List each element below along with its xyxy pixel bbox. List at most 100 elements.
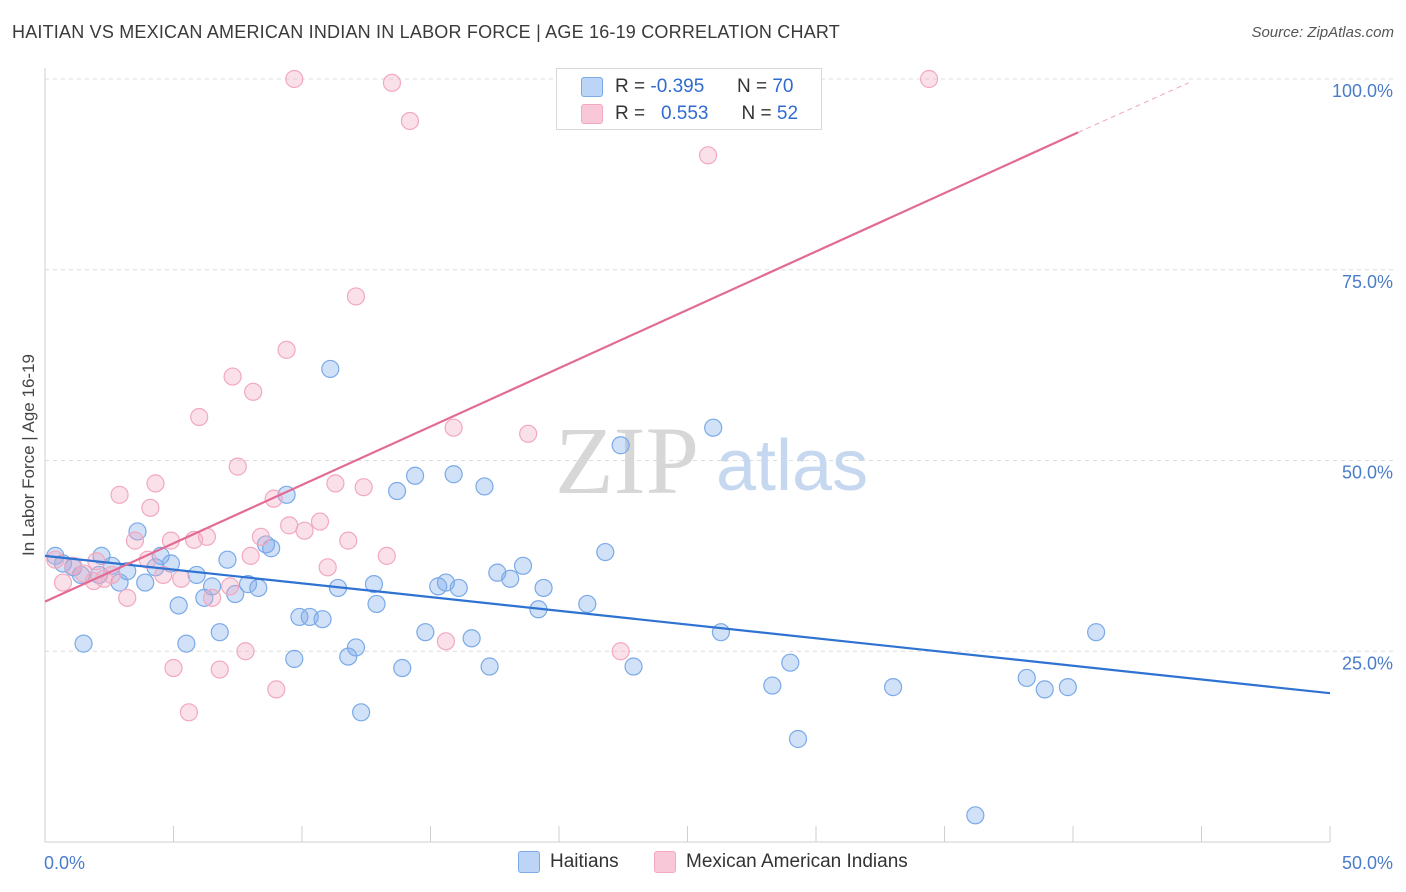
series-haitians xyxy=(46,359,1106,825)
legend-n-value: 52 xyxy=(776,103,799,124)
data-point xyxy=(280,516,299,535)
data-point xyxy=(883,678,903,697)
legend-swatch-haitians xyxy=(581,77,603,97)
data-point xyxy=(110,485,129,504)
data-point xyxy=(285,69,304,89)
data-point xyxy=(223,367,242,386)
data-point xyxy=(190,407,209,427)
data-point xyxy=(244,382,263,401)
y-tick-label: 100.0% xyxy=(1332,81,1393,101)
watermark-atlas: atlas xyxy=(716,426,868,506)
stats-legend: R = -0.395 N = 70 R = 0.553 N = 52 xyxy=(556,68,822,130)
data-point xyxy=(187,565,206,585)
data-point xyxy=(698,146,718,165)
data-point xyxy=(125,531,145,550)
x-ticks xyxy=(44,826,1331,842)
data-point xyxy=(74,634,93,653)
legend-swatch-mexican-american-indians xyxy=(581,104,603,124)
legend-n-label: N = xyxy=(736,76,768,97)
data-point xyxy=(64,556,83,575)
legend-r-label: R = xyxy=(615,103,646,124)
data-point xyxy=(711,623,731,642)
legend-n-label: N = xyxy=(741,103,772,124)
data-point xyxy=(354,478,373,497)
data-point xyxy=(339,531,358,550)
data-point xyxy=(1035,680,1054,699)
data-point xyxy=(169,596,188,615)
legend-r-value: 0.553 xyxy=(660,103,709,124)
data-point xyxy=(146,474,165,493)
data-point xyxy=(781,653,800,672)
x-tick-label-max: 50.0% xyxy=(1342,853,1393,873)
data-point xyxy=(624,657,643,676)
data-point xyxy=(596,542,615,562)
data-point xyxy=(377,546,396,565)
data-point xyxy=(480,657,499,676)
data-point xyxy=(202,588,222,607)
legend-label-mexican-american-indians: Mexican American Indians xyxy=(686,851,908,872)
data-point xyxy=(436,632,456,651)
data-point xyxy=(118,588,137,607)
data-point xyxy=(290,607,309,627)
data-point xyxy=(318,558,337,577)
data-point xyxy=(46,550,65,569)
data-point xyxy=(444,465,463,484)
source-credit: Source: ZipAtlas.com xyxy=(1251,24,1394,41)
data-point xyxy=(321,359,340,379)
series-mexican-american-indians xyxy=(46,69,939,722)
data-point xyxy=(611,642,630,661)
data-point xyxy=(501,569,520,588)
data-point xyxy=(310,512,330,531)
data-point xyxy=(364,575,384,594)
data-point xyxy=(218,550,237,569)
trendline-extension xyxy=(1077,82,1189,133)
legend-label-haitians: Haitians xyxy=(550,851,619,872)
data-point xyxy=(788,729,808,749)
data-point xyxy=(919,69,939,89)
legend-r-label: R = xyxy=(615,76,646,97)
legend-r-value: -0.395 xyxy=(650,76,705,97)
data-point xyxy=(339,647,358,666)
legend-row-haitians: R = -0.395 N = 70 xyxy=(581,74,793,100)
legend-swatch-haitians xyxy=(518,851,540,873)
data-point xyxy=(1087,623,1106,642)
data-point xyxy=(313,610,332,629)
data-point xyxy=(416,623,435,642)
data-point xyxy=(578,594,597,614)
watermark: ZIP atlas xyxy=(555,407,868,514)
data-point xyxy=(172,569,191,588)
y-tick-label: 25.0% xyxy=(1342,653,1393,673)
data-point xyxy=(382,73,402,92)
data-point xyxy=(177,634,196,653)
watermark-zip: ZIP xyxy=(555,407,699,514)
chart-title: HAITIAN VS MEXICAN AMERICAN INDIAN IN LA… xyxy=(12,22,840,42)
data-point xyxy=(74,564,93,583)
data-point xyxy=(238,575,258,594)
data-point xyxy=(285,649,304,668)
data-point xyxy=(393,658,412,678)
data-point xyxy=(449,578,468,598)
data-point xyxy=(387,481,407,501)
trendline-haitians xyxy=(44,554,1331,695)
data-point xyxy=(1017,668,1036,688)
data-point xyxy=(228,457,247,476)
data-point xyxy=(249,578,268,598)
data-point xyxy=(164,658,183,678)
y-tick-labels: 100.0% 75.0% 50.0% 25.0% xyxy=(1332,81,1393,673)
data-point xyxy=(251,527,270,546)
data-point xyxy=(611,436,630,455)
data-point xyxy=(277,340,296,359)
data-point xyxy=(295,521,314,540)
data-point xyxy=(210,623,229,642)
data-point xyxy=(53,573,73,592)
data-point xyxy=(405,466,425,485)
data-point xyxy=(534,578,553,598)
legend-item-mexican-american-indians: Mexican American Indians xyxy=(654,851,908,873)
data-point xyxy=(267,680,286,699)
data-point xyxy=(444,418,463,437)
series-points xyxy=(46,69,1106,825)
data-point xyxy=(763,676,782,695)
data-point xyxy=(179,703,199,722)
data-point xyxy=(462,629,481,648)
